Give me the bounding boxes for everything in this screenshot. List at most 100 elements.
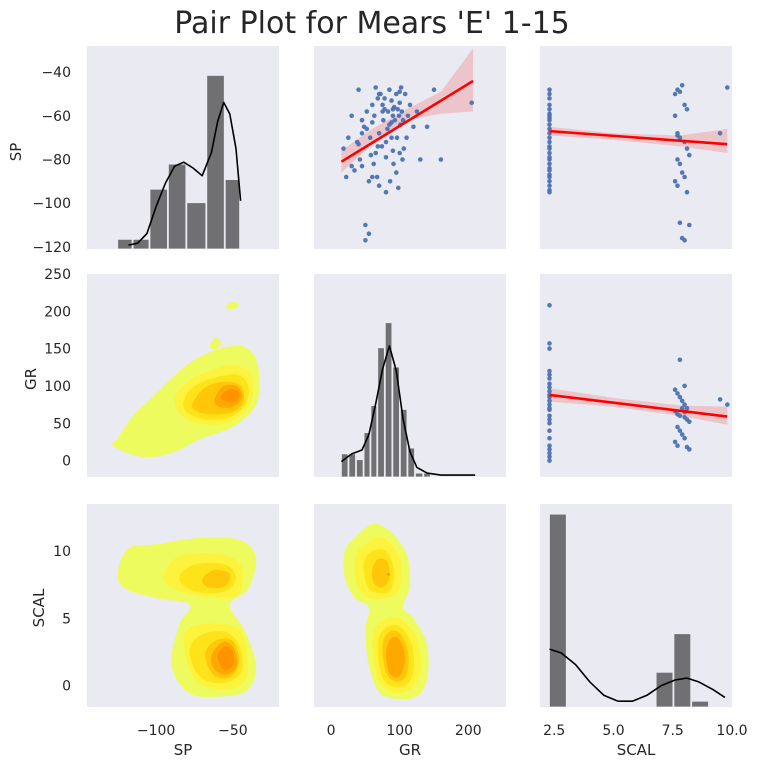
x-tick-label-sp: −100 (137, 723, 175, 739)
scatter-point (682, 402, 687, 407)
scatter-point (469, 100, 475, 106)
x-tick-label-scal: 2.5 (543, 723, 565, 739)
scatter-point (407, 102, 413, 108)
scatter-point (396, 113, 402, 119)
kde-contour (217, 646, 234, 670)
scatter-point (547, 150, 552, 156)
scatter-point (547, 96, 552, 101)
scatter-point (547, 189, 552, 195)
y-tick-label-gr: 150 (44, 342, 71, 358)
scatter-point (438, 157, 444, 162)
scatter-point (383, 139, 389, 145)
scatter-point (547, 102, 552, 108)
y-tick-label-sp: −80 (41, 153, 71, 169)
scatter-point (392, 117, 398, 123)
y-tick-label-gr: 100 (44, 379, 71, 395)
scatter-point (402, 91, 408, 97)
scatter-point (547, 372, 552, 378)
y-tick-label-gr: 200 (44, 304, 71, 320)
hist-bar (691, 700, 709, 707)
scatter-point (371, 161, 377, 167)
regression-line (549, 129, 728, 146)
scatter-point (414, 109, 420, 114)
diag-sp (117, 75, 242, 249)
y-tick-label-gr: 50 (53, 416, 71, 432)
panel-sp-scal (540, 46, 732, 249)
x-tick-label-gr: 200 (455, 723, 482, 739)
kde-line (128, 101, 242, 246)
panel-sp-gr (314, 46, 506, 249)
kde2d-gr_vs_scal (343, 523, 429, 700)
scatter-point (547, 368, 552, 374)
scatter-point (368, 152, 374, 158)
panel-gr-scal (540, 274, 732, 477)
scatter-point (380, 109, 385, 114)
y-tick-label-gr: 0 (62, 454, 71, 470)
scatter-point (687, 152, 692, 158)
scatter-point (376, 183, 382, 188)
scatter-point (725, 85, 730, 90)
scatter-point (349, 113, 355, 119)
scatter-point (725, 402, 730, 407)
scatter-point (380, 102, 385, 108)
scatter-point (357, 157, 363, 162)
scatter-point (547, 341, 552, 346)
scatter-point (341, 146, 346, 151)
scatter-point (547, 135, 552, 140)
kde-line (549, 648, 726, 703)
kde-contour (202, 569, 231, 589)
y-tick-label-scal: 5 (62, 611, 71, 627)
scatter-point (370, 174, 375, 180)
regression-line (340, 79, 474, 163)
x-axis-label-scal: SCAL (617, 741, 656, 759)
scatter-point (547, 115, 552, 121)
kde-contour (220, 389, 240, 403)
scatter-point (682, 174, 687, 180)
scatter-point (363, 222, 368, 228)
hist-bar (348, 453, 356, 477)
scatter-point (679, 170, 685, 175)
scatter-point (399, 109, 405, 114)
scatter-point (684, 406, 690, 411)
y-tick-label-scal: 10 (53, 544, 71, 560)
scatter-point (677, 413, 683, 419)
scatter-point (401, 146, 407, 151)
kde2d-sp_vs_gr (111, 301, 260, 458)
y-axis-label-scal: SCAL (30, 588, 48, 627)
scatter-point (547, 157, 552, 162)
scatter-point (672, 91, 678, 97)
scatter-point (381, 117, 386, 123)
scatter-point (547, 179, 552, 184)
scatter-point (675, 443, 680, 449)
scatter-point (547, 87, 552, 92)
scatter-point (547, 388, 552, 394)
scatter-point (547, 421, 552, 426)
x-tick-label-sp: −50 (218, 723, 248, 739)
scatter-point (687, 447, 692, 452)
scatter-point (395, 107, 401, 112)
hist-bar (384, 322, 393, 477)
scatter-point (366, 231, 372, 236)
kde-contour (387, 572, 391, 576)
scatter-point (677, 428, 683, 434)
scatter-point (363, 238, 368, 243)
scatter-point (366, 179, 372, 184)
scatter-point (547, 107, 552, 112)
scatter-point (547, 376, 552, 381)
scatter-point (684, 107, 690, 112)
scatter-point (717, 131, 723, 136)
scatter-point (352, 168, 357, 173)
scatter-point (359, 163, 365, 169)
scatter-point (389, 135, 394, 140)
panel-gr-gr (314, 274, 506, 477)
scatter-point (684, 146, 690, 151)
scatter-point (411, 124, 416, 130)
scatter-point (346, 135, 351, 140)
scatter-point (376, 131, 382, 136)
scatter-point (547, 139, 552, 145)
x-axis-label-sp: SP (174, 741, 193, 759)
scatter-point (547, 407, 552, 413)
scatter-point (547, 443, 552, 449)
kde-contour (371, 558, 390, 588)
